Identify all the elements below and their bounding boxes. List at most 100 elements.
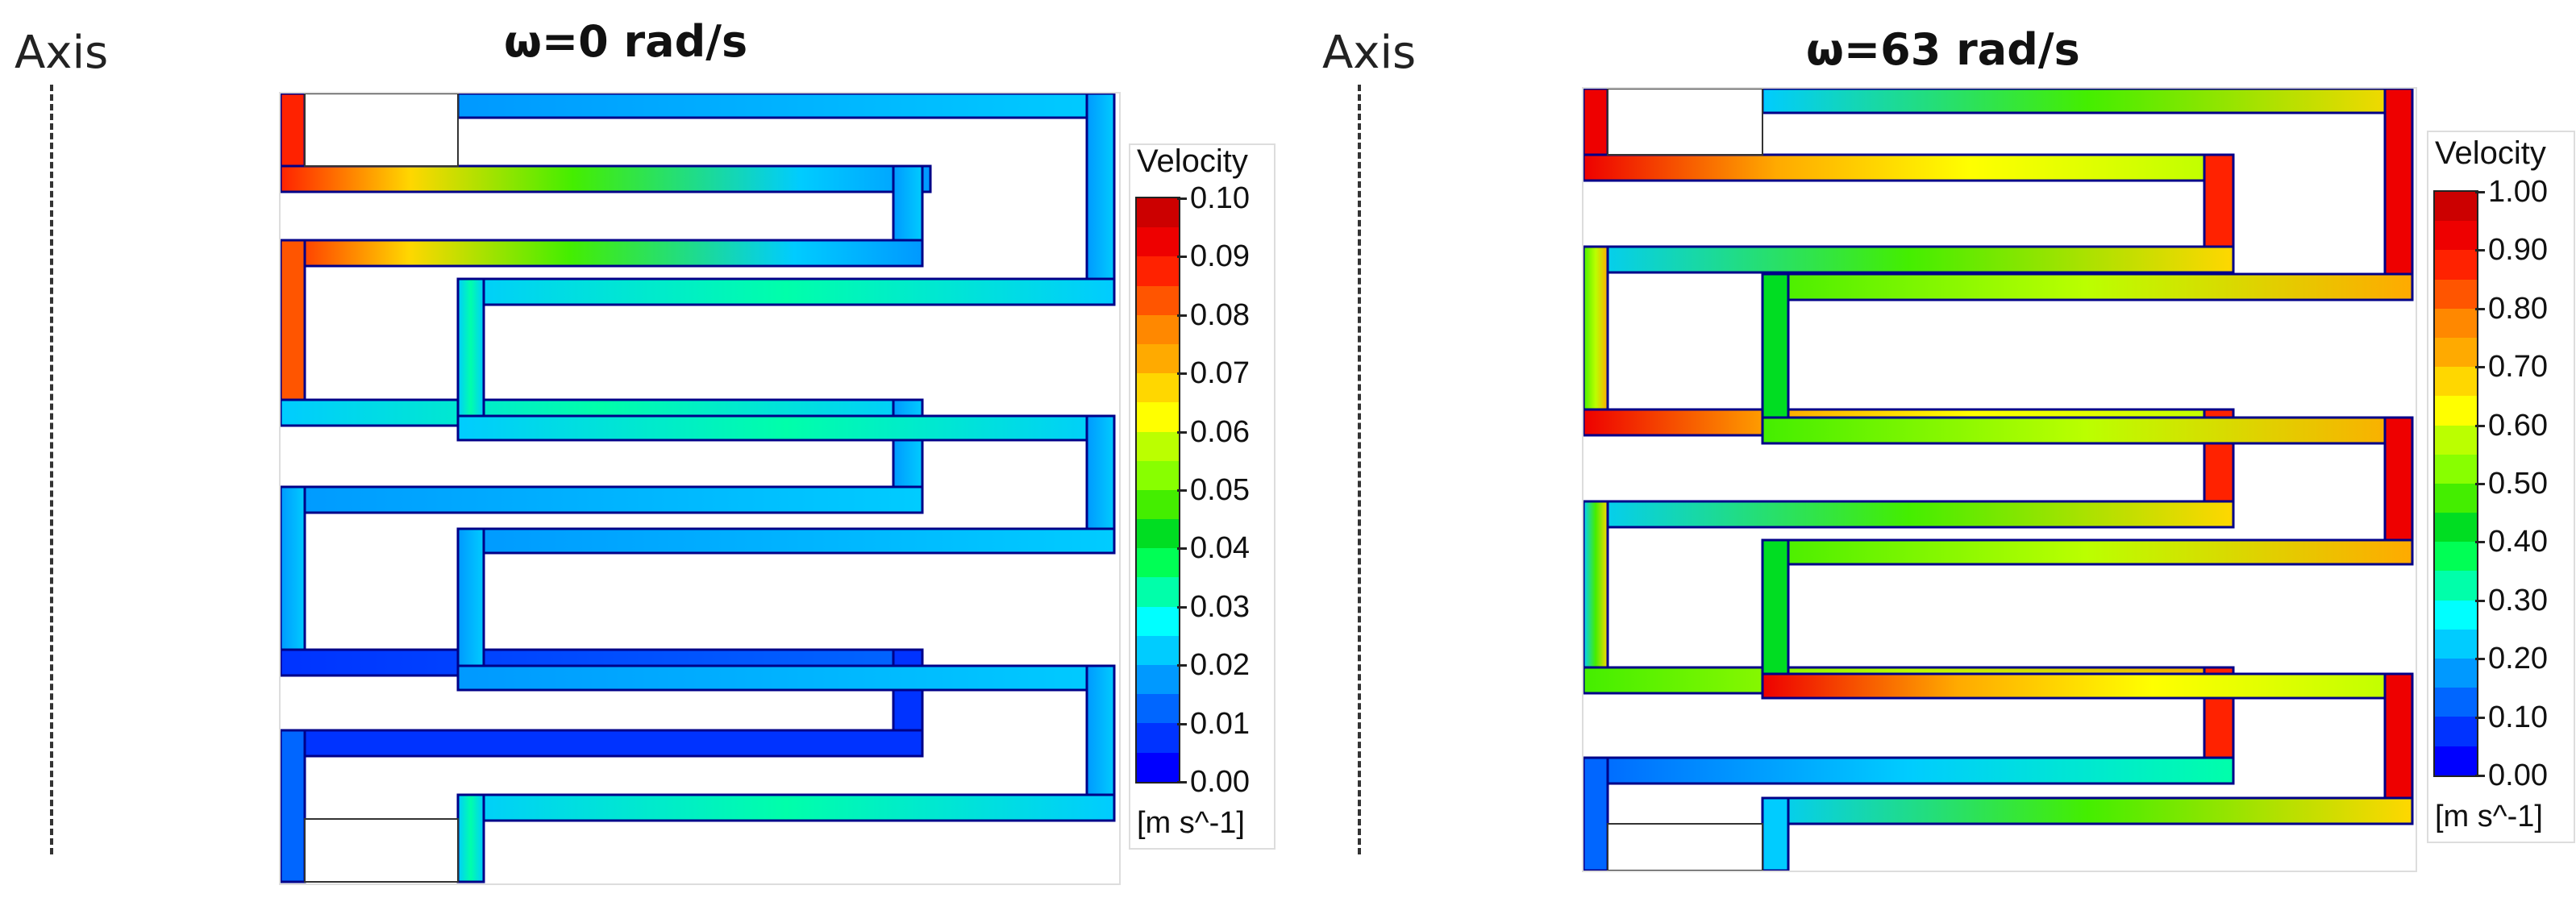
color-band xyxy=(2435,308,2477,338)
color-band xyxy=(2435,192,2477,222)
color-scale-bar-left xyxy=(1135,197,1180,784)
legend-units-right: [m s^-1] xyxy=(2435,800,2543,833)
rotation-axis-line xyxy=(50,85,53,854)
legend-tick-mark xyxy=(2475,249,2485,252)
legend-tick-label: 0.10 xyxy=(2488,700,2548,734)
color-band xyxy=(2435,483,2477,513)
legend-title-right: Velocity xyxy=(2435,135,2546,171)
color-band xyxy=(1137,256,1179,286)
panel-title-right: ω=63 rad/s xyxy=(1806,24,2080,75)
color-band xyxy=(2435,629,2477,659)
legend-tick-label: 0.05 xyxy=(1190,473,1250,507)
legend-tick-mark xyxy=(1177,314,1187,317)
color-band xyxy=(2435,250,2477,280)
legend-tick-label: 0.00 xyxy=(2488,759,2548,792)
color-band xyxy=(1137,198,1179,228)
color-band xyxy=(1137,635,1179,665)
rotation-axis-line-right xyxy=(1358,85,1361,854)
color-band xyxy=(2435,425,2477,455)
legend-tick-label: 0.80 xyxy=(2488,291,2548,326)
color-band xyxy=(1137,227,1179,257)
axis-label: Axis xyxy=(15,27,109,79)
color-band xyxy=(2435,454,2477,484)
velocity-legend-left: Velocity 0.10 0.09 0.08 0.07 0.06 0.05 0.04 0.0… xyxy=(1129,143,1276,850)
legend-tick-label: 0.70 xyxy=(2488,350,2548,384)
legend-tick-mark xyxy=(2475,191,2485,193)
legend-tick-mark xyxy=(1177,722,1187,725)
color-band xyxy=(2435,279,2477,309)
color-band xyxy=(2435,659,2477,688)
color-band xyxy=(2435,513,2477,542)
legend-tick-label: 0.01 xyxy=(1190,706,1250,741)
color-band xyxy=(2435,542,2477,572)
color-band xyxy=(1137,665,1179,695)
color-band xyxy=(2435,367,2477,397)
color-band xyxy=(2435,688,2477,717)
legend-tick-mark xyxy=(1177,372,1187,376)
color-band xyxy=(1137,343,1179,374)
color-band xyxy=(1137,577,1179,607)
legend-tick-mark xyxy=(1177,605,1187,609)
color-band xyxy=(1137,519,1179,549)
velocity-legend-right: Velocity 1.00 0.90 0.80 0.70 0.60 0.50 0.40 0.3… xyxy=(2427,131,2575,843)
legend-tick-mark xyxy=(2475,424,2485,427)
legend-tick-mark xyxy=(1177,781,1187,784)
legend-tick-label: 0.00 xyxy=(1190,765,1250,799)
legend-tick-mark xyxy=(1177,256,1187,259)
color-band xyxy=(1137,548,1179,578)
color-band xyxy=(1137,402,1179,432)
legend-tick-mark xyxy=(1177,547,1187,551)
color-scale-bar-right xyxy=(2433,190,2478,777)
legend-tick-label: 0.30 xyxy=(2488,583,2548,617)
legend-tick-mark xyxy=(2475,307,2485,310)
legend-tick-mark xyxy=(1177,664,1187,667)
legend-tick-label: 0.40 xyxy=(2488,525,2548,559)
legend-tick-label: 0.07 xyxy=(1190,356,1250,391)
legend-tick-label: 0.08 xyxy=(1190,297,1250,332)
legend-tick-mark xyxy=(1177,197,1187,200)
legend-title-left: Velocity xyxy=(1137,143,1248,179)
color-band xyxy=(1137,606,1179,636)
legend-tick-label: 0.04 xyxy=(1190,531,1250,566)
legend-tick-label: 0.03 xyxy=(1190,589,1250,624)
legend-tick-mark xyxy=(2475,541,2485,544)
velocity-contour-left xyxy=(279,92,1121,885)
legend-tick-label: 0.60 xyxy=(2488,408,2548,443)
panel-title-left: ω=0 rad/s xyxy=(504,16,748,67)
color-band xyxy=(1137,489,1179,520)
legend-tick-mark xyxy=(2475,775,2485,777)
legend-tick-mark xyxy=(2475,716,2485,719)
color-band xyxy=(2435,221,2477,251)
legend-tick-mark xyxy=(1177,489,1187,492)
legend-tick-label: 0.06 xyxy=(1190,414,1250,449)
legend-tick-mark xyxy=(2475,599,2485,602)
legend-tick-mark xyxy=(1177,430,1187,434)
legend-tick-label: 0.50 xyxy=(2488,467,2548,501)
color-band xyxy=(1137,460,1179,490)
legend-tick-label: 0.90 xyxy=(2488,233,2548,268)
legend-tick-label: 1.00 xyxy=(2488,175,2548,209)
color-band xyxy=(1137,314,1179,344)
legend-tick-label: 0.09 xyxy=(1190,239,1250,274)
legend-tick-label: 0.20 xyxy=(2488,642,2548,676)
color-band xyxy=(1137,723,1179,753)
legend-tick-label: 0.10 xyxy=(1190,181,1250,215)
color-band xyxy=(2435,600,2477,630)
color-band xyxy=(2435,337,2477,368)
legend-tick-mark xyxy=(2475,366,2485,369)
color-band xyxy=(1137,373,1179,403)
color-band xyxy=(2435,396,2477,426)
color-band xyxy=(1137,694,1179,724)
color-band xyxy=(1137,752,1179,782)
color-band xyxy=(2435,717,2477,746)
legend-units-left: [m s^-1] xyxy=(1137,806,1245,840)
axis-label-right: Axis xyxy=(1322,27,1417,79)
legend-tick-mark xyxy=(2475,658,2485,661)
legend-tick-label: 0.02 xyxy=(1190,648,1250,683)
color-band xyxy=(1137,431,1179,461)
color-band xyxy=(2435,746,2477,775)
legend-tick-mark xyxy=(2475,483,2485,485)
color-band xyxy=(1137,285,1179,315)
color-band xyxy=(2435,571,2477,601)
velocity-contour-right xyxy=(1582,87,2417,872)
